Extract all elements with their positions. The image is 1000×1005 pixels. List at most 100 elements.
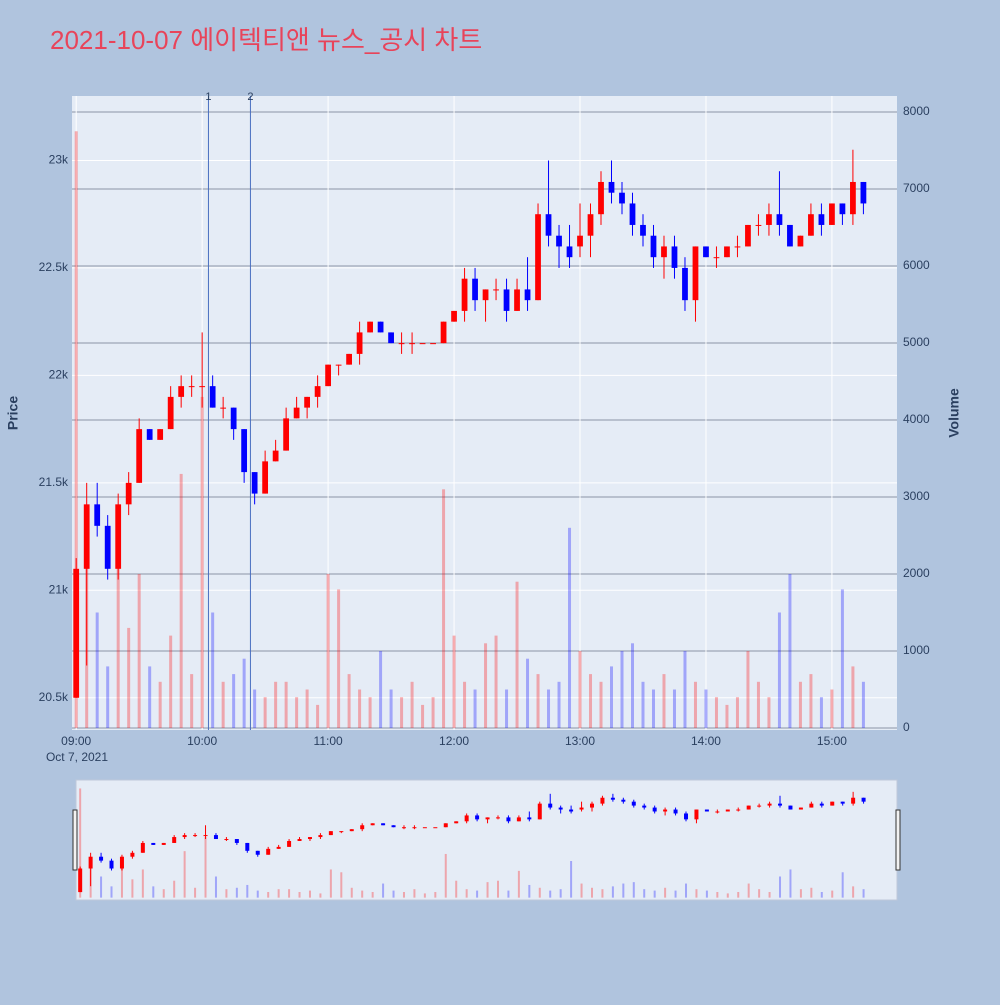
- y2-tick-label: 8000: [903, 104, 930, 118]
- mini-volume-bar: [737, 891, 740, 898]
- x-tick-label: 13:00: [565, 734, 595, 748]
- y-tick-label: 21k: [49, 582, 69, 596]
- candle-body: [600, 797, 605, 804]
- mini-volume-bar: [716, 891, 719, 898]
- volume-bar: [211, 612, 215, 728]
- mini-volume-bar: [632, 882, 635, 898]
- mini-volume-bar: [747, 883, 750, 898]
- mini-volume-bar: [162, 889, 165, 898]
- mini-volume-bar: [507, 890, 510, 898]
- candle-body: [83, 504, 90, 569]
- mini-volume-bar: [100, 876, 103, 898]
- candle-body: [734, 246, 741, 248]
- candle-body: [767, 803, 772, 806]
- volume-bar: [379, 651, 383, 728]
- candle-body: [360, 825, 365, 830]
- plot-area: [72, 96, 897, 730]
- candle-body: [297, 839, 302, 841]
- candle-body: [608, 181, 615, 193]
- mini-volume-bar: [820, 891, 823, 898]
- candle-body: [241, 429, 248, 473]
- candle-body: [776, 214, 783, 225]
- mini-volume-bar: [194, 887, 197, 898]
- y2-axis-title: Volume: [946, 388, 962, 438]
- x-date-label: Oct 7, 2021: [46, 750, 108, 764]
- candle-body: [860, 181, 867, 204]
- volume-bar: [630, 643, 634, 728]
- candle-body: [401, 827, 406, 829]
- mini-volume-bar: [674, 890, 677, 898]
- volume-bar: [421, 704, 425, 728]
- volume-bar: [410, 681, 414, 728]
- mini-volume-bar: [685, 883, 688, 898]
- candle-body: [808, 214, 814, 236]
- candle-body: [598, 181, 604, 215]
- candle-body: [230, 407, 237, 430]
- candle-body: [151, 842, 156, 845]
- annotation-label: 2: [247, 91, 253, 103]
- mini-volume-bar: [559, 889, 562, 898]
- candle-body: [778, 803, 783, 806]
- volume-bar: [127, 627, 131, 728]
- x-tick-label: 12:00: [439, 734, 469, 748]
- mini-volume-bar: [214, 876, 217, 898]
- candle-body: [503, 289, 510, 311]
- volume-bar: [494, 635, 498, 728]
- volume-bar: [431, 697, 435, 728]
- candle-body: [524, 289, 531, 301]
- volume-bar: [735, 697, 739, 728]
- volume-bar: [484, 643, 488, 728]
- candle-body: [663, 809, 668, 812]
- candle-body: [631, 801, 636, 806]
- volume-bar: [746, 651, 750, 728]
- mini-volume-bar: [434, 891, 437, 898]
- mini-volume-bar: [768, 891, 771, 898]
- candle-body: [287, 840, 292, 847]
- volume-bar: [284, 681, 288, 728]
- candle-body: [262, 461, 269, 494]
- candle-body: [451, 310, 457, 322]
- candle-body: [577, 235, 583, 247]
- y-tick-label: 21.5k: [39, 475, 69, 489]
- y2-tick-label: 3000: [903, 489, 930, 503]
- volume-bar: [305, 689, 309, 728]
- mini-volume-bar: [361, 890, 364, 898]
- volume-bar: [116, 558, 120, 728]
- candle-body: [161, 842, 166, 845]
- volume-bar: [347, 674, 351, 728]
- mini-volume-bar: [120, 866, 123, 898]
- candle-body: [220, 407, 227, 409]
- mini-volume-bar: [319, 893, 322, 898]
- candle-body: [266, 848, 271, 855]
- candle-body: [335, 364, 342, 366]
- volume-bar: [714, 697, 718, 728]
- mini-volume-bar: [549, 890, 552, 898]
- volume-bar: [662, 674, 666, 728]
- mini-volume-bar: [758, 889, 761, 898]
- volume-bar: [221, 681, 225, 728]
- candle-body: [684, 813, 689, 820]
- mini-volume-bar: [705, 890, 708, 898]
- volume-bar: [515, 581, 519, 728]
- candle-body: [276, 846, 281, 849]
- volume-bar: [158, 681, 162, 728]
- candle-body: [99, 856, 104, 861]
- candle-body: [255, 850, 260, 855]
- mini-volume-bar: [538, 887, 541, 898]
- candle-body: [412, 827, 417, 829]
- mini-volume-bar: [528, 884, 531, 898]
- volume-bar: [505, 689, 509, 728]
- candle-body: [861, 797, 866, 802]
- candle-body: [661, 246, 667, 258]
- candle-body: [830, 801, 835, 806]
- volume-bar: [547, 689, 551, 728]
- volume-bar: [232, 674, 236, 728]
- candle-body: [766, 214, 772, 225]
- y-axis-title: Price: [5, 396, 21, 430]
- candle-body: [381, 823, 386, 826]
- candle-body: [140, 842, 145, 853]
- candle-body: [119, 856, 124, 869]
- y2-tick-label: 5000: [903, 335, 930, 349]
- mini-volume-bar: [329, 869, 332, 898]
- candle-body: [757, 805, 762, 807]
